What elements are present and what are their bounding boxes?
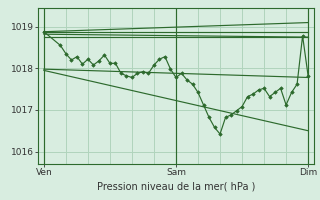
X-axis label: Pression niveau de la mer( hPa ): Pression niveau de la mer( hPa ) [97, 181, 255, 191]
